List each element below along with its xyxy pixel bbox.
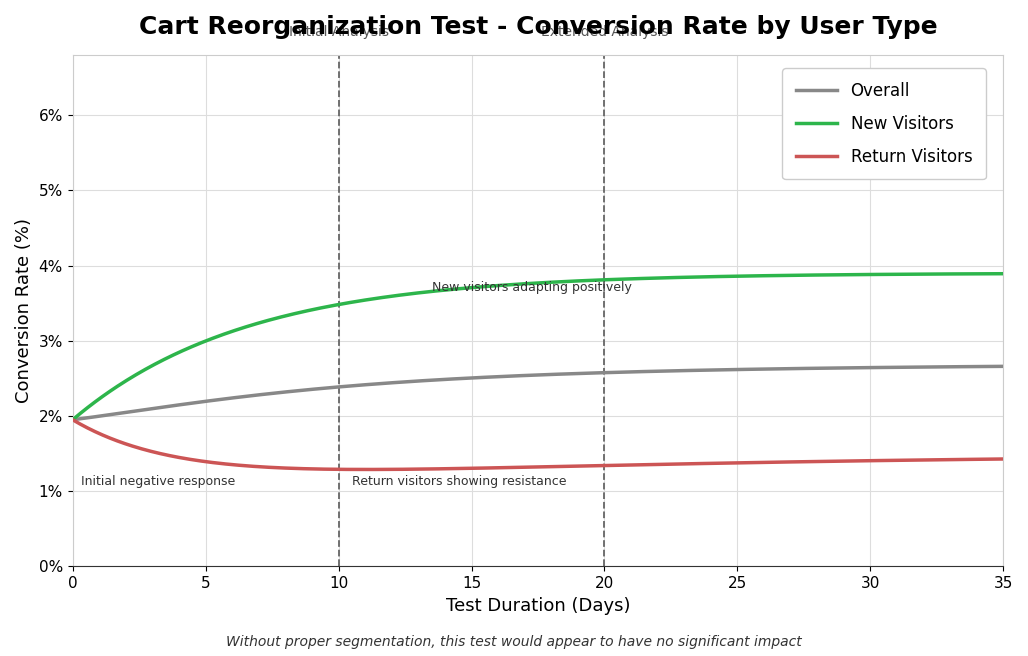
- Line: Return Visitors: Return Visitors: [73, 420, 1003, 470]
- Return Visitors: [67, 416, 79, 424]
- Return Visitors: [572, 462, 584, 470]
- New Visitors: [514, 280, 526, 288]
- X-axis label: Test Duration (Days): Test Duration (Days): [446, 597, 630, 615]
- New Visitors: [571, 277, 583, 285]
- Title: Cart Reorganization Test - Conversion Rate by User Type: Cart Reorganization Test - Conversion Ra…: [139, 15, 938, 39]
- Text: Extended Analysis: Extended Analysis: [541, 26, 668, 39]
- Text: Return visitors showing resistance: Return visitors showing resistance: [352, 475, 566, 488]
- New Visitors: [830, 271, 842, 279]
- Text: Initial Analysis: Initial Analysis: [289, 26, 389, 39]
- Return Visitors: [622, 461, 634, 469]
- New Visitors: [509, 281, 521, 289]
- Return Visitors: [832, 457, 844, 465]
- Overall: [571, 369, 583, 377]
- Line: Overall: Overall: [73, 366, 1003, 420]
- Overall: [975, 363, 987, 371]
- New Visitors: [67, 416, 79, 424]
- Overall: [509, 372, 521, 380]
- Overall: [830, 364, 842, 372]
- New Visitors: [621, 275, 633, 283]
- Return Visitors: [516, 463, 528, 471]
- Text: Without proper segmentation, this test would appear to have no significant impac: Without proper segmentation, this test w…: [226, 636, 802, 649]
- Y-axis label: Conversion Rate (%): Conversion Rate (%): [15, 218, 33, 403]
- Legend: Overall, New Visitors, Return Visitors: Overall, New Visitors, Return Visitors: [782, 68, 986, 179]
- Return Visitors: [997, 455, 1009, 463]
- Return Visitors: [510, 463, 522, 471]
- Return Visitors: [977, 455, 989, 463]
- Text: New visitors adapting positively: New visitors adapting positively: [432, 281, 631, 294]
- Overall: [997, 362, 1009, 370]
- New Visitors: [975, 270, 987, 277]
- Return Visitors: [360, 466, 372, 474]
- New Visitors: [997, 270, 1009, 277]
- Line: New Visitors: New Visitors: [73, 274, 1003, 420]
- Overall: [514, 372, 526, 380]
- Text: Initial negative response: Initial negative response: [80, 475, 234, 488]
- Overall: [67, 416, 79, 424]
- Overall: [621, 368, 633, 376]
